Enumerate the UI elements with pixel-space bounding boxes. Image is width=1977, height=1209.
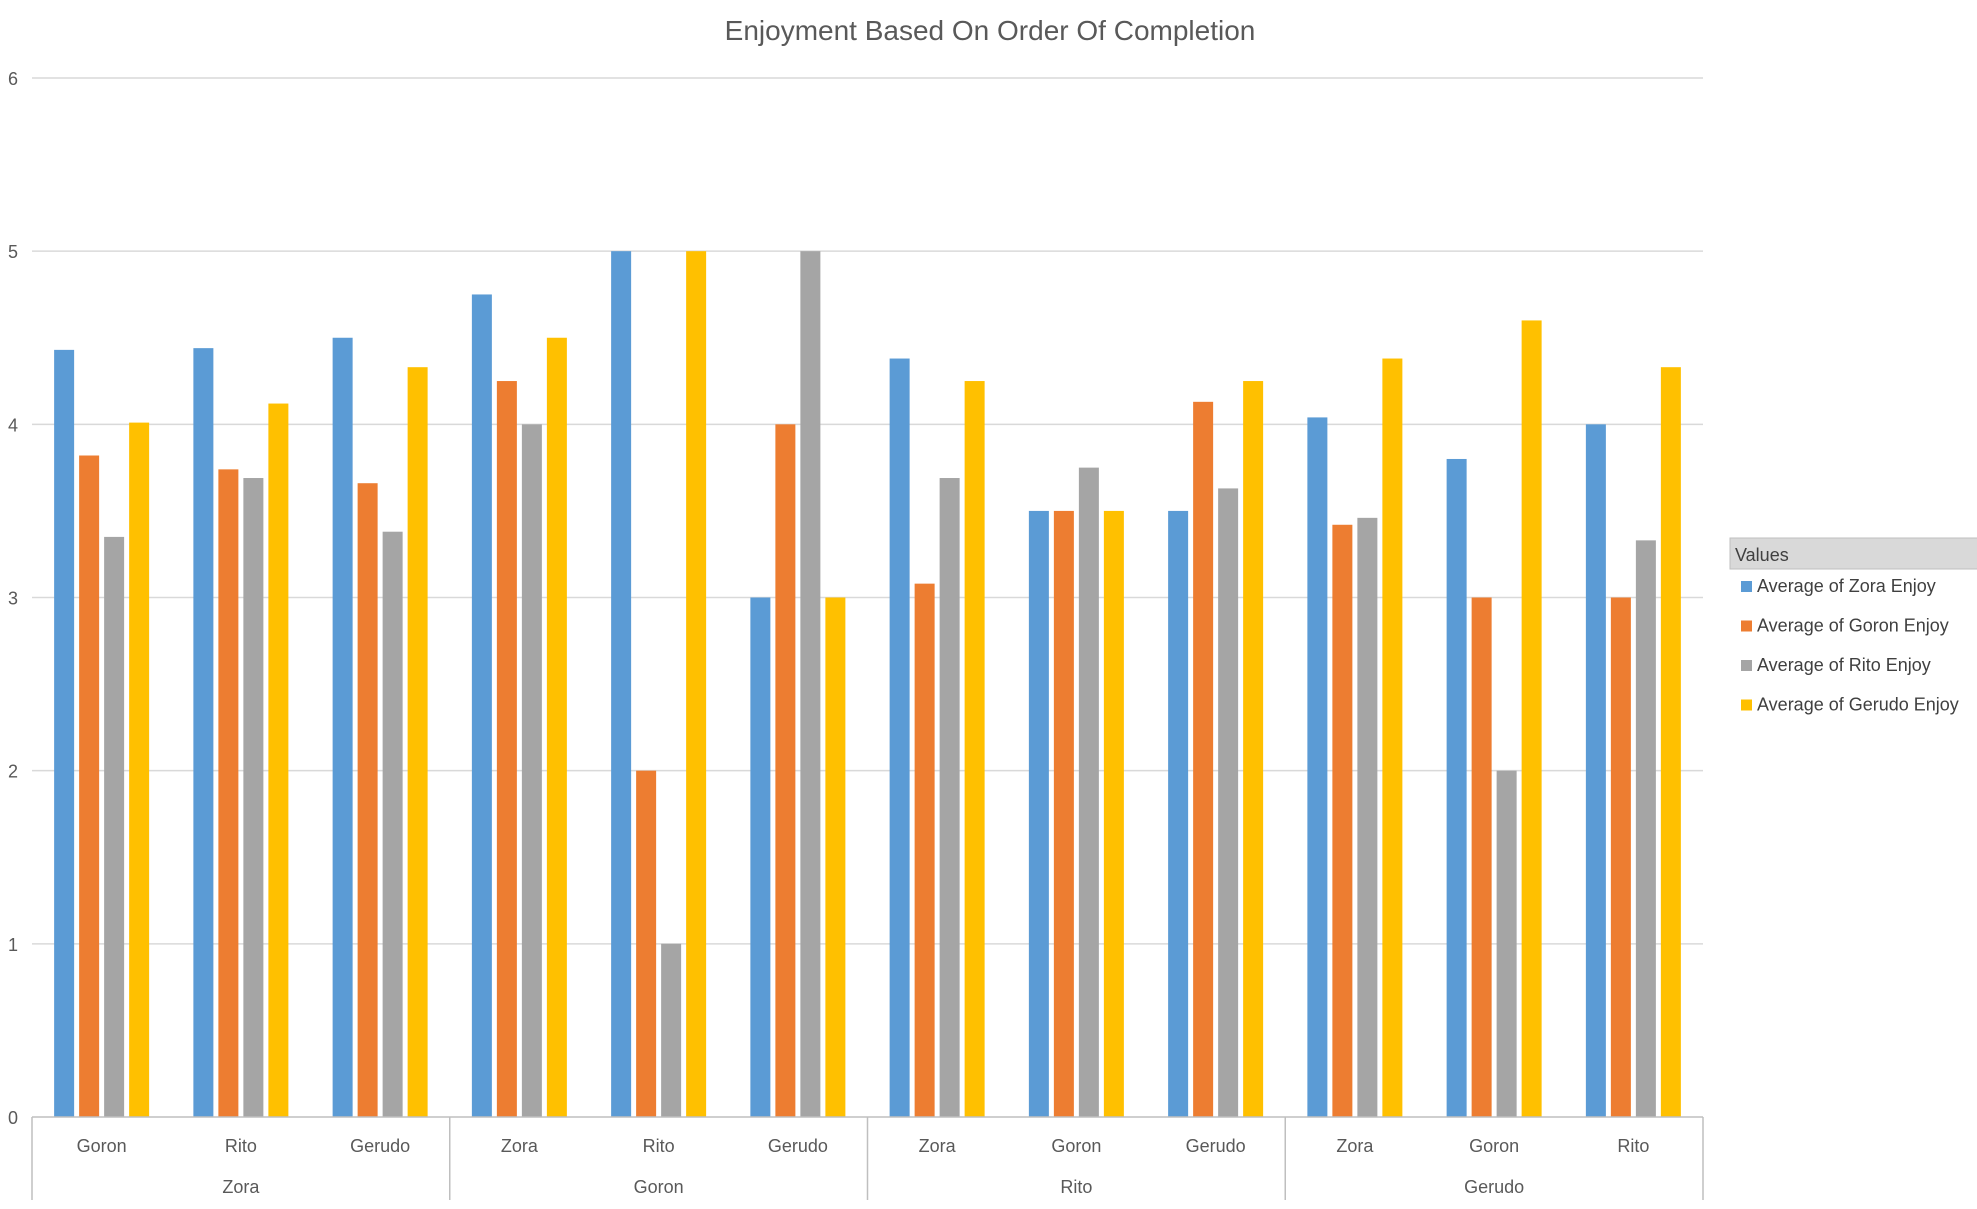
bar (1332, 524, 1353, 1117)
bar (546, 337, 567, 1117)
bar (54, 349, 75, 1117)
x-tick-label: Gerudo (768, 1136, 828, 1156)
y-axis-tick-labels: 0 1 2 3 4 5 6 (8, 69, 18, 1128)
y-tick-label: 1 (8, 935, 18, 955)
bar (1307, 417, 1328, 1117)
bar (1103, 510, 1124, 1118)
bar (407, 367, 428, 1117)
chart-title: Enjoyment Based On Order Of Completion (725, 15, 1256, 46)
bar (1243, 381, 1264, 1118)
legend-title: Values (1735, 545, 1789, 565)
x-tick-label: Zora (1336, 1136, 1374, 1156)
legend-swatch (1741, 620, 1752, 632)
legend-label: Average of Goron Enjoy (1757, 616, 1949, 636)
bar (193, 348, 214, 1117)
bar (243, 478, 264, 1117)
x-axis: Goron Rito Gerudo Zora Rito Gerudo Zora Goron Ge… (31, 1116, 1704, 1200)
bar (1471, 597, 1492, 1117)
bar (1193, 401, 1214, 1117)
x-tick-label: Goron (1469, 1136, 1519, 1156)
x-tick-label: Goron (1051, 1136, 1101, 1156)
bar (636, 770, 657, 1117)
x-group-label: Zora (222, 1177, 260, 1197)
bar (357, 483, 378, 1118)
bar (218, 469, 239, 1117)
x-tick-label: Gerudo (350, 1136, 410, 1156)
bar (1635, 540, 1656, 1117)
x-tick-label: Rito (225, 1136, 257, 1156)
x-tick-label: Goron (77, 1136, 127, 1156)
bar (332, 337, 353, 1117)
y-tick-label: 4 (8, 415, 18, 435)
bar (1660, 367, 1681, 1117)
bar (1028, 510, 1049, 1118)
bar (825, 597, 846, 1117)
bar (775, 424, 796, 1117)
bar (1610, 597, 1631, 1117)
legend-items: Average of Zora Enjoy Average of Goron En… (1741, 576, 1959, 715)
bar (1585, 424, 1606, 1117)
x-tick-label: Rito (1617, 1136, 1649, 1156)
legend-swatch (1741, 660, 1752, 671)
y-tick-label: 0 (8, 1108, 18, 1128)
legend-label: Average of Zora Enjoy (1757, 576, 1936, 596)
x-group-label: Goron (634, 1177, 684, 1197)
bar (129, 422, 150, 1117)
y-tick-label: 6 (8, 69, 18, 89)
bars (54, 251, 1681, 1118)
bar (1382, 358, 1403, 1117)
bar (1521, 320, 1542, 1117)
bar (1446, 458, 1467, 1117)
bar (1496, 770, 1517, 1117)
bar (1053, 510, 1074, 1118)
bar (750, 597, 771, 1117)
bar (686, 251, 707, 1117)
bar (521, 424, 542, 1117)
bar (1168, 510, 1189, 1118)
bar (939, 478, 960, 1117)
bar (1218, 488, 1239, 1117)
bar (611, 251, 632, 1117)
legend-label: Average of Rito Enjoy (1757, 655, 1931, 675)
legend-swatch (1741, 581, 1752, 592)
bar (800, 251, 821, 1117)
x-tick-label: Rito (643, 1136, 675, 1156)
y-tick-label: 2 (8, 762, 18, 782)
legend-header-bg (1729, 537, 1977, 570)
bar (104, 536, 125, 1117)
bar (471, 294, 492, 1117)
legend-label: Average of Gerudo Enjoy (1757, 695, 1959, 715)
y-tick-label: 5 (8, 242, 18, 262)
y-tick-label: 3 (8, 589, 18, 609)
bar (889, 358, 910, 1117)
gridlines (32, 77, 1703, 945)
x-group-label: Gerudo (1464, 1177, 1524, 1197)
bar (382, 531, 403, 1117)
x-group-label: Rito (1060, 1177, 1092, 1197)
bar (496, 381, 517, 1118)
x-tick-label: Zora (919, 1136, 957, 1156)
bar (1078, 467, 1099, 1117)
x-tick-label: Gerudo (1186, 1136, 1246, 1156)
legend: Values Average of Zora Enjoy Average of G… (1729, 537, 1977, 715)
legend-swatch (1741, 699, 1752, 711)
bar (79, 455, 100, 1118)
bar (661, 943, 682, 1117)
x-tick-label: Zora (501, 1136, 539, 1156)
bar (268, 403, 289, 1117)
bar (914, 583, 935, 1117)
bar (1357, 517, 1378, 1117)
bar (964, 381, 985, 1118)
